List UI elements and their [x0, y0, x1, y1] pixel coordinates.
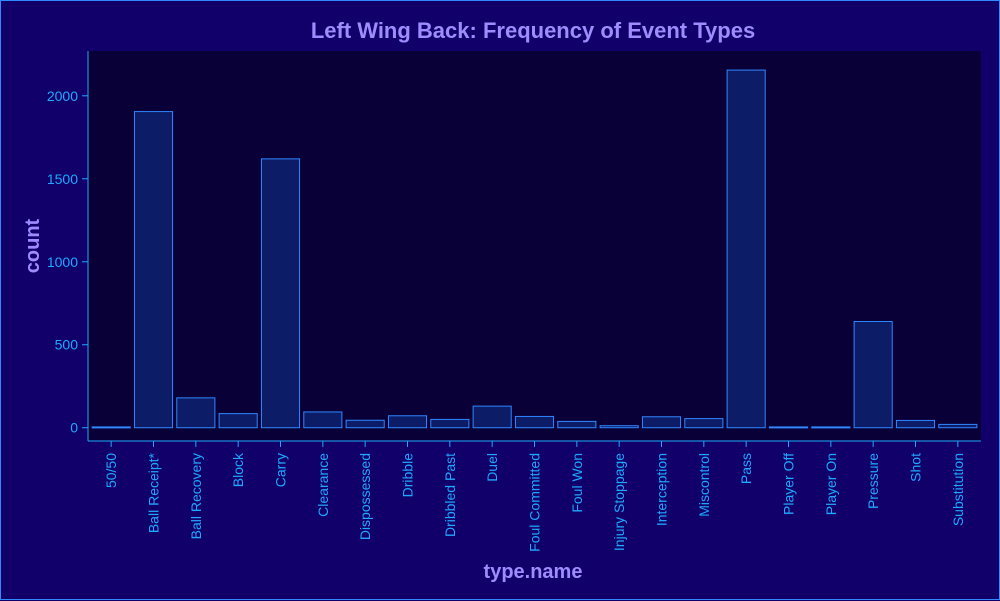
x-tick-label: Shot — [908, 453, 924, 482]
x-tick-label: Interception — [654, 453, 670, 526]
bar — [430, 418, 470, 429]
bar — [345, 419, 385, 429]
x-tick-label: Pass — [738, 453, 754, 484]
x-tick-label: Foul Committed — [527, 453, 543, 552]
x-tick-label: Player On — [823, 453, 839, 515]
x-tick-label: 50/50 — [103, 453, 119, 488]
x-tick-label: Substitution — [950, 453, 966, 526]
y-axis-ticks: 0 500 1000 1500 2000 — [47, 88, 88, 436]
bar — [641, 416, 682, 429]
x-axis-ticks: 50/50 Ball Receipt* Ball Recovery Block Carr… — [103, 441, 966, 552]
bar — [218, 413, 258, 429]
x-tick-label: Dribbled Past — [442, 453, 458, 537]
bar — [260, 158, 301, 429]
x-tick-label: Miscontrol — [696, 453, 712, 517]
plot-area — [88, 51, 981, 441]
x-tick-label: Dribble — [400, 453, 416, 498]
y-tick-label: 1000 — [47, 254, 78, 270]
x-tick-label: Ball Recovery — [188, 453, 204, 539]
x-tick-label: Foul Won — [569, 453, 585, 513]
x-tick-label: Duel — [484, 453, 500, 482]
bar — [176, 397, 216, 429]
bar — [91, 426, 131, 429]
bar — [303, 411, 343, 429]
x-axis-title: type.name — [484, 561, 583, 583]
bar — [684, 418, 724, 429]
y-tick-label: 2000 — [47, 88, 78, 104]
y-tick-label: 0 — [70, 420, 78, 436]
y-tick-label: 500 — [55, 337, 79, 353]
bar — [895, 419, 936, 429]
y-axis-title: count — [22, 218, 44, 273]
bar — [768, 426, 809, 429]
bar — [599, 425, 639, 429]
x-tick-label: Clearance — [315, 453, 331, 517]
bar — [514, 415, 555, 429]
bar — [726, 69, 766, 429]
bar — [557, 420, 597, 429]
x-tick-label: Player Off — [781, 453, 797, 515]
bar — [133, 111, 174, 429]
bar-series — [91, 69, 978, 429]
bar — [387, 415, 428, 429]
bar — [472, 405, 512, 429]
x-tick-label: Injury Stoppage — [611, 453, 627, 551]
bar — [853, 321, 893, 429]
y-tick-label: 1500 — [47, 171, 78, 187]
x-tick-label: Pressure — [865, 453, 881, 509]
x-tick-label: Ball Receipt* — [146, 452, 162, 533]
chart-title: Left Wing Back: Frequency of Event Types — [311, 18, 755, 43]
x-tick-label: Block — [230, 452, 246, 487]
bar — [811, 426, 851, 429]
x-tick-label: Dispossessed — [357, 453, 373, 540]
x-tick-label: Carry — [273, 453, 289, 487]
bar — [938, 423, 978, 429]
